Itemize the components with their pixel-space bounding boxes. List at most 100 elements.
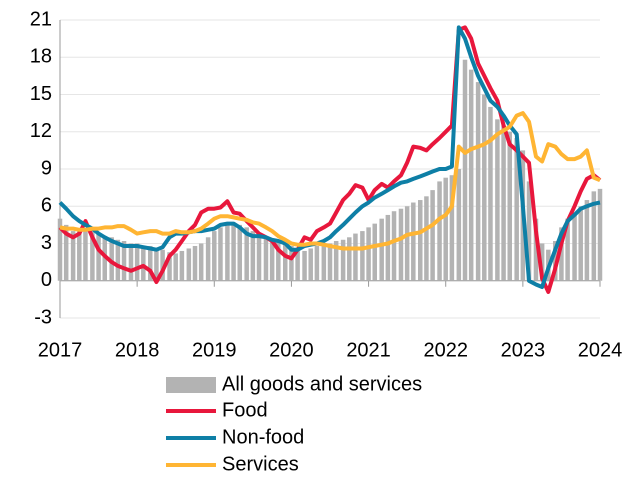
bar <box>321 243 327 281</box>
x-tick-label: 2018 <box>115 339 160 361</box>
x-tick-label: 2021 <box>346 339 391 361</box>
y-tick-label: 6 <box>41 195 52 217</box>
bar <box>283 243 288 281</box>
y-tick-label: 18 <box>30 46 52 68</box>
line <box>58 25 602 294</box>
bar <box>347 237 352 281</box>
bar <box>385 214 391 281</box>
bar <box>173 253 178 281</box>
line <box>59 111 601 251</box>
bar <box>77 231 82 281</box>
bar <box>430 190 435 281</box>
bar <box>269 238 275 281</box>
y-tick-label: 15 <box>30 83 52 105</box>
bar <box>134 243 140 281</box>
bar <box>154 249 159 281</box>
bar <box>231 224 236 281</box>
bar <box>404 206 410 281</box>
legend-swatch <box>166 377 216 393</box>
bar <box>437 181 442 281</box>
bar <box>167 252 172 281</box>
bar <box>340 239 346 281</box>
bar <box>456 169 462 281</box>
bar <box>90 231 95 281</box>
bar <box>250 231 256 281</box>
x-tick-label: 2022 <box>423 339 468 361</box>
y-tick-label: -3 <box>34 306 52 328</box>
bar <box>63 224 69 281</box>
bar <box>256 233 262 281</box>
bar <box>559 227 564 281</box>
bar <box>482 94 487 281</box>
bar <box>198 243 204 281</box>
bar <box>109 237 114 281</box>
bar <box>539 243 545 281</box>
bar <box>115 239 121 281</box>
bar <box>121 241 127 281</box>
bar <box>391 211 397 281</box>
bar <box>276 241 281 281</box>
bar <box>212 231 217 281</box>
bar <box>418 200 423 281</box>
bar <box>244 227 249 281</box>
bar <box>366 227 371 281</box>
legend-label: Services <box>222 453 299 475</box>
bar <box>57 218 63 281</box>
bar <box>379 218 384 281</box>
bar <box>372 223 377 281</box>
y-tick-label: 21 <box>30 8 52 30</box>
bar <box>289 245 294 281</box>
bar <box>584 200 590 281</box>
bar <box>353 233 358 281</box>
x-tick-label: 2024 <box>578 339 623 361</box>
y-tick-label: 12 <box>30 120 52 142</box>
bar <box>475 82 481 281</box>
bar <box>237 224 242 281</box>
bar <box>565 218 570 281</box>
legend-label: Food <box>222 399 268 421</box>
y-tick-label: 9 <box>41 157 52 179</box>
bar <box>148 245 153 281</box>
bar <box>186 248 192 281</box>
bar <box>424 196 429 281</box>
bar <box>295 248 300 281</box>
bar <box>398 208 404 281</box>
bar <box>572 212 577 281</box>
bar <box>314 245 320 281</box>
bar <box>507 131 512 281</box>
bar <box>141 245 146 281</box>
bar <box>443 177 448 281</box>
bar <box>128 243 134 281</box>
y-tick-label: 3 <box>41 232 52 254</box>
bar <box>102 237 107 281</box>
bar <box>533 218 539 281</box>
bar <box>449 175 455 281</box>
bar <box>411 202 416 281</box>
bar <box>495 119 500 281</box>
bar <box>263 236 269 281</box>
bar <box>462 59 468 281</box>
bar <box>179 250 185 281</box>
x-tick-label: 2020 <box>269 339 314 361</box>
bar <box>205 237 211 281</box>
bar <box>192 245 198 281</box>
bar <box>70 231 76 281</box>
bar <box>488 106 493 281</box>
y-tick-label: 0 <box>41 269 52 291</box>
bar <box>160 249 165 281</box>
bar <box>360 231 365 281</box>
bar <box>501 125 506 281</box>
x-tick-label: 2019 <box>192 339 237 361</box>
bar <box>468 69 474 281</box>
bar <box>514 137 519 281</box>
legend-label: All goods and services <box>222 373 422 395</box>
bar <box>327 243 333 281</box>
x-tick-label: 2017 <box>38 339 83 361</box>
bar <box>597 188 603 281</box>
bar <box>308 248 313 281</box>
bar <box>302 250 307 281</box>
bar <box>578 206 583 281</box>
bar <box>526 181 532 281</box>
bar <box>218 227 223 281</box>
